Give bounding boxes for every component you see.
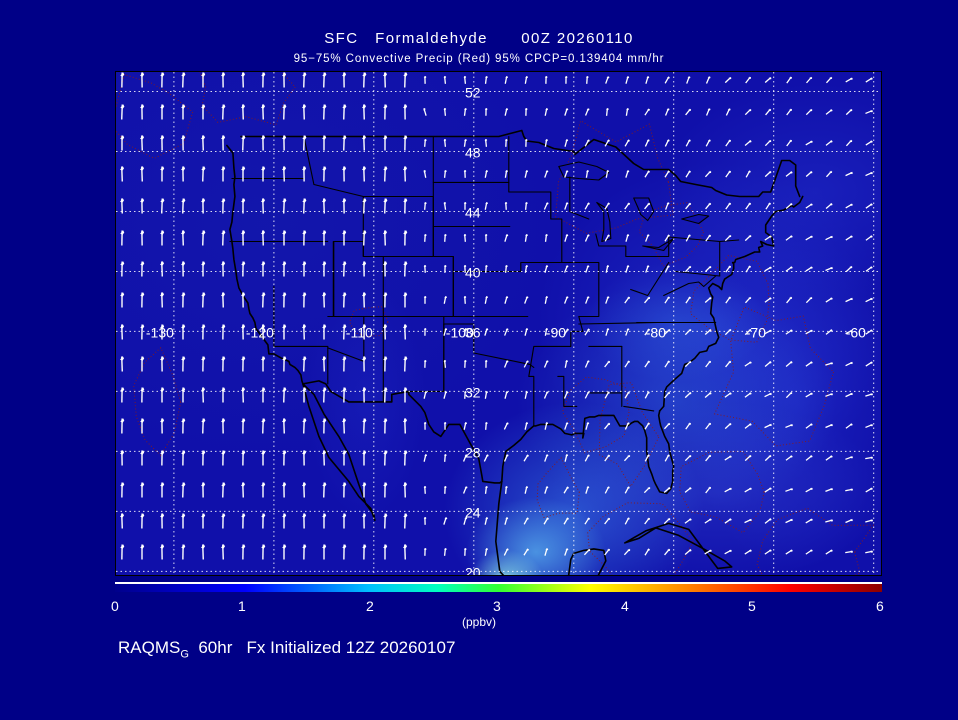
svg-text:-90: -90 [546,324,566,340]
svg-text:-80: -80 [646,324,666,340]
svg-text:20: 20 [465,564,481,576]
svg-text:-130: -130 [146,324,174,340]
svg-text:28: 28 [465,444,481,460]
svg-text:44: 44 [465,205,481,221]
svg-text:-70: -70 [746,324,766,340]
svg-text:-110: -110 [346,324,373,340]
svg-text:36: 36 [465,324,481,340]
svg-text:32: 32 [465,384,481,400]
svg-text:48: 48 [465,145,481,161]
svg-text:-60: -60 [846,324,866,340]
svg-text:24: 24 [465,504,481,520]
svg-text:52: 52 [465,85,481,101]
svg-text:40: 40 [465,265,481,281]
svg-text:-120: -120 [246,324,274,340]
